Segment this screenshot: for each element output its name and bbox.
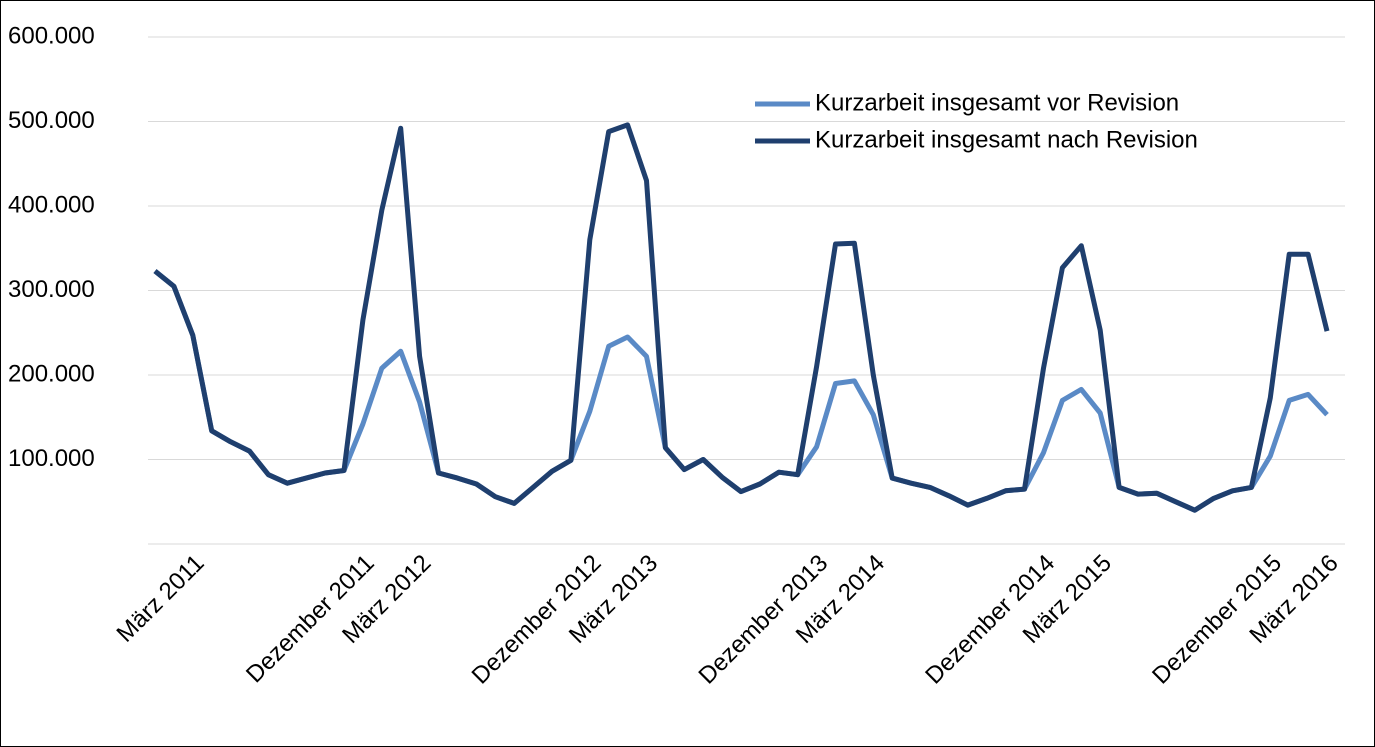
y-tick-label: 400.000 <box>8 191 95 218</box>
y-tick-label: 300.000 <box>8 276 95 303</box>
y-tick-label: 200.000 <box>8 360 95 387</box>
y-tick-label: 600.000 <box>8 22 95 49</box>
y-tick-label: 100.000 <box>8 445 95 472</box>
legend-label: Kurzarbeit insgesamt nach Revision <box>815 126 1198 153</box>
legend-label: Kurzarbeit insgesamt vor Revision <box>815 89 1179 116</box>
line-series <box>153 122 1330 513</box>
y-tick-label: 500.000 <box>8 107 95 134</box>
